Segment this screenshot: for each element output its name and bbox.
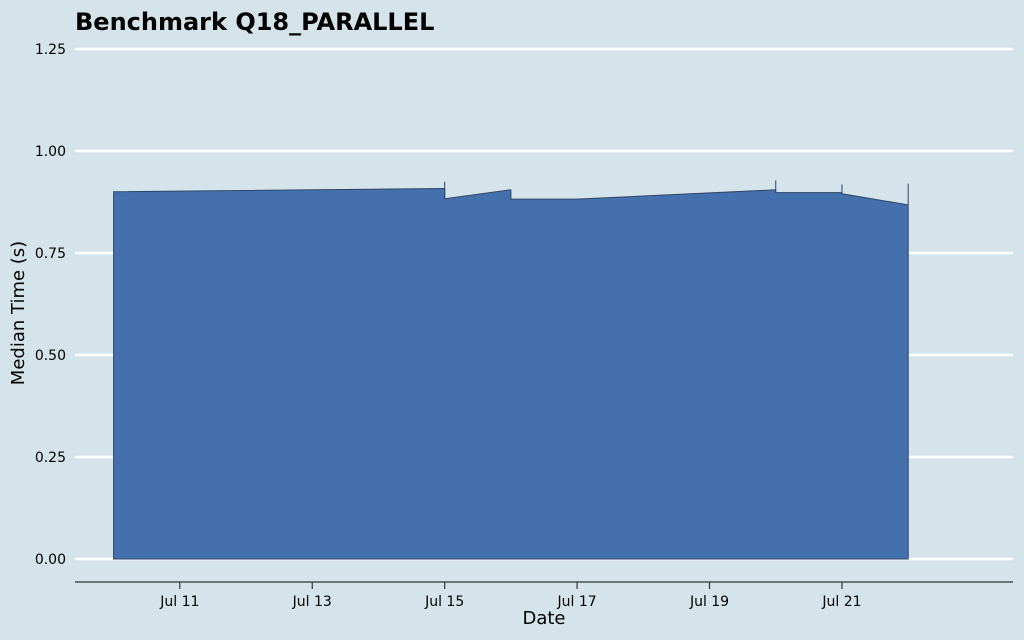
y-tick-label: 0.00 xyxy=(35,552,66,568)
x-tick-label: Jul 11 xyxy=(159,594,199,610)
x-tick-label: Jul 17 xyxy=(557,594,597,610)
y-tick-label: 1.25 xyxy=(35,42,66,58)
y-tick-label: 0.75 xyxy=(35,246,66,262)
chart-title: Benchmark Q18_PARALLEL xyxy=(75,8,434,36)
y-tick-labels: 0.00 0.25 0.50 0.75 1.00 1.25 xyxy=(35,42,66,568)
y-tick-label: 0.25 xyxy=(35,450,66,466)
x-tick-label: Jul 13 xyxy=(292,594,332,610)
x-tick-label: Jul 19 xyxy=(689,594,729,610)
x-axis: Jul 11 Jul 13 Jul 15 Jul 17 Jul 19 Jul 21 xyxy=(75,581,1013,610)
y-axis-title: Median Time (s) xyxy=(8,241,29,385)
plot-area xyxy=(113,187,909,560)
area-series xyxy=(113,187,909,560)
x-axis-title: Date xyxy=(522,608,565,629)
y-tick-label: 0.50 xyxy=(35,348,66,364)
error-bars xyxy=(444,180,909,205)
x-tick-label: Jul 15 xyxy=(424,594,464,610)
y-tick-label: 1.00 xyxy=(35,144,66,160)
x-tick-label: Jul 21 xyxy=(821,594,861,610)
